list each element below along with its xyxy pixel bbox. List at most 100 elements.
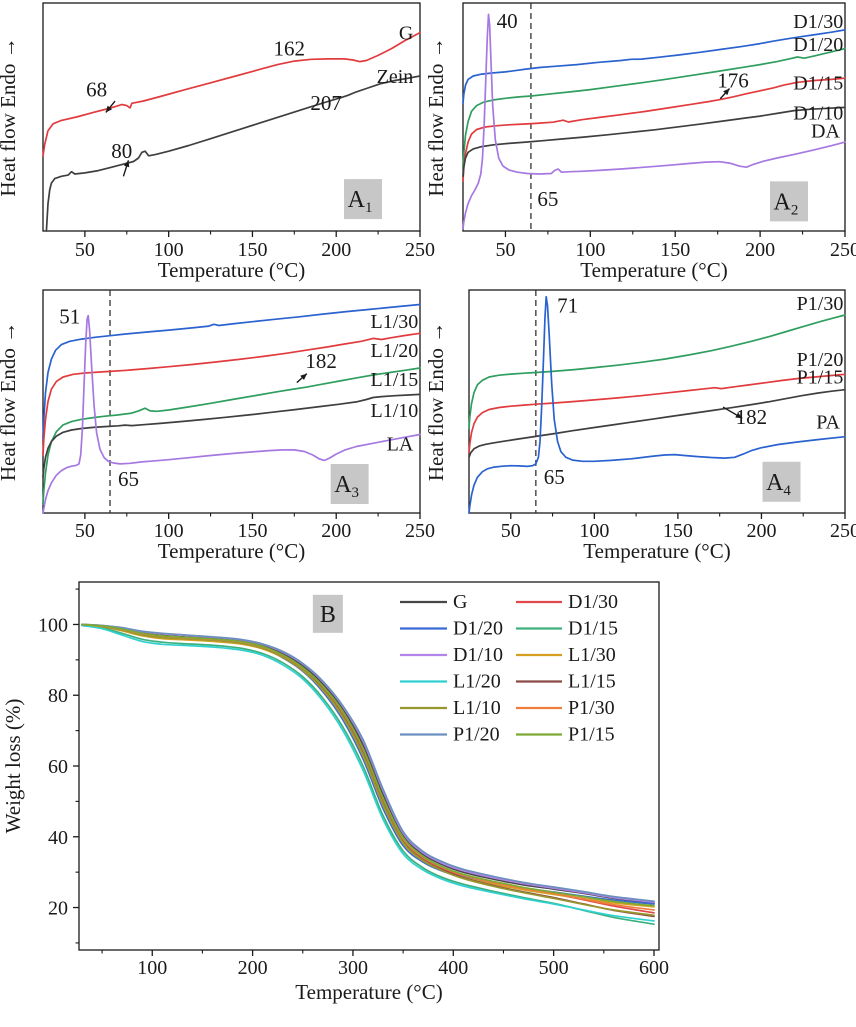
curve-label-D1-20: D1/20 [793, 34, 843, 56]
x-tick-label: 300 [338, 957, 368, 979]
y-tick-label: 40 [48, 827, 68, 849]
annotation-162: 162 [274, 36, 306, 60]
curve-label-PA: PA [816, 411, 840, 433]
chart-A3: 50 100 150 200 250 Temperature (°C) Heat flow … [0, 289, 435, 563]
curve-label-P1-30: P1/30 [797, 293, 844, 315]
legend-item-P1-20: P1/20 [400, 724, 500, 746]
curve-label-D1-30: D1/30 [793, 11, 843, 33]
legend-item-L1-30: L1/30 [516, 644, 616, 666]
annotation-65: 65 [544, 465, 565, 489]
y-axis-label: Heat flow Endo → [0, 322, 20, 481]
annotation-65: 65 [537, 187, 558, 211]
annotation-176: 176 [717, 68, 749, 92]
curve-label-L1-10: L1/10 [371, 400, 419, 422]
y-axis-label: Heat flow Endo → [424, 37, 448, 196]
legend-label: D1/20 [453, 618, 503, 640]
x-tick-label: 250 [830, 520, 856, 542]
series-line-P1-15 [468, 388, 846, 459]
plot-border [462, 2, 846, 232]
series-line-Zein [45, 75, 421, 232]
x-tick-label: 100 [154, 239, 184, 261]
annotation-80: 80 [111, 139, 132, 163]
plot-border [42, 2, 421, 232]
panel-A1-dsc-zein: 50 100 150 200 250 Temperature (°C) Heat flow … [0, 0, 435, 283]
curve-label-DA: DA [811, 121, 840, 143]
panel-label-box [330, 464, 369, 505]
curve-label-P1-15: P1/15 [797, 367, 844, 389]
series-line-G [42, 31, 421, 157]
curve-label-L1-30: L1/30 [371, 311, 419, 333]
series-line-LA [42, 314, 421, 514]
annotation-arrowhead [123, 160, 130, 168]
x-tick-label: 400 [438, 957, 468, 979]
annotation-65: 65 [118, 467, 139, 491]
series-line-L1-15 [42, 367, 421, 505]
panel-label-box [344, 179, 383, 220]
legend-item-G: G [400, 591, 467, 613]
plot-border [468, 289, 846, 514]
legend-label: P1/30 [568, 697, 615, 719]
legend-item-P1-30: P1/30 [516, 697, 615, 719]
annotation-71: 71 [557, 293, 578, 317]
curve-label-L1-15: L1/15 [371, 369, 419, 391]
series-line-PA [468, 295, 846, 514]
curve-label-D1-10: D1/10 [793, 102, 843, 124]
chart-A2: 50 100 150 200 250 Temperature (°C) Heat flow … [424, 2, 856, 282]
y-tick-label: 80 [48, 685, 68, 707]
series-line-L1-10 [42, 393, 421, 479]
x-tick-label: 600 [639, 957, 669, 979]
panel-label: A1 [348, 187, 373, 216]
x-tick-label: 250 [405, 239, 435, 261]
y-tick-label: 60 [48, 756, 68, 778]
x-axis-label: Temperature (°C) [158, 539, 305, 563]
series-line-P1-20 [468, 373, 846, 454]
annotation-arrowhead [735, 412, 743, 419]
x-tick-label: 100 [579, 520, 609, 542]
legend-label: D1/15 [568, 618, 618, 640]
series-line-P1-20 [81, 623, 655, 903]
x-tick-label: 200 [321, 239, 351, 261]
panel-label: A4 [766, 470, 791, 499]
x-axis-label: Temperature (°C) [583, 539, 730, 563]
chart-B: 100 200 300 400 500 600 20 40 60 80 100 Temperature… [1, 581, 669, 1004]
panel-B-tga: 100 200 300 400 500 600 20 40 60 80 100 Temperature… [0, 560, 856, 1027]
x-tick-label: 150 [237, 520, 267, 542]
legend-item-D1-20: D1/20 [400, 618, 503, 640]
panel-A2-dsc-dextrose: 50 100 150 200 250 Temperature (°C) Heat flow … [424, 0, 856, 283]
panel-A3-dsc-lactose: 50 100 150 200 250 Temperature (°C) Heat flow … [0, 283, 435, 563]
x-tick-label: 250 [830, 239, 856, 261]
panel-A4-dsc-palmitic: 50 100 150 200 250 Temperature (°C) Heat flow … [424, 283, 856, 563]
panel-label-box [769, 181, 808, 222]
annotation-arrowhead [300, 373, 307, 381]
x-tick-label: 100 [575, 239, 605, 261]
chart-A1: 50 100 150 200 250 Temperature (°C) Heat flow … [0, 2, 435, 282]
legend-item-D1-10: D1/10 [400, 644, 503, 666]
panel-label-box [762, 461, 801, 502]
series-line-P1-30 [468, 314, 846, 430]
annotation-40: 40 [497, 9, 518, 33]
x-tick-label: 200 [746, 520, 776, 542]
y-tick-label: 100 [38, 614, 68, 636]
legend-label: L1/10 [453, 697, 501, 719]
curve-label-G: G [399, 22, 413, 44]
annotation-arrowhead [723, 88, 730, 96]
curve-label-LA: LA [387, 434, 414, 456]
annotation-207: 207 [310, 91, 342, 115]
panel-label: A3 [334, 472, 359, 501]
y-axis-label: Weight loss (%) [1, 699, 25, 834]
annotation-51: 51 [59, 304, 80, 328]
annotation-182: 182 [305, 349, 337, 373]
x-tick-label: 100 [137, 957, 167, 979]
series-line-L1-20 [42, 332, 421, 456]
curve-label-Zein: Zein [377, 66, 414, 88]
x-tick-label: 200 [745, 239, 775, 261]
series-line-D1-30 [462, 29, 846, 105]
curve-label-L1-20: L1/20 [371, 340, 419, 362]
y-axis-label: Heat flow Endo → [0, 37, 20, 196]
x-axis-label: Temperature (°C) [158, 258, 305, 282]
legend-label: P1/15 [568, 724, 615, 746]
legend-item-P1-15: P1/15 [516, 724, 615, 746]
panel-label: A2 [774, 189, 799, 218]
series-line-L1-30 [42, 303, 421, 441]
